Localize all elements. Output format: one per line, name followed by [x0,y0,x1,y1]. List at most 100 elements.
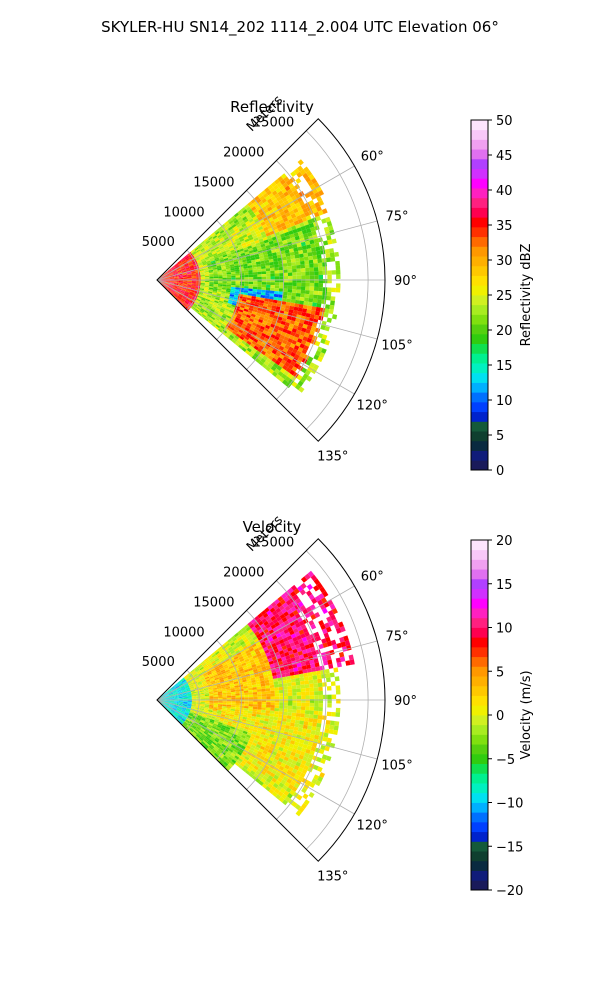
reflectivity-cell [227,226,233,231]
velocity-cell [209,694,214,696]
reflectivity-cell [269,243,275,248]
reflectivity-cell [286,259,292,264]
velocity-cell [326,677,331,683]
velocity-cell [181,678,186,683]
velocity-cell [272,635,278,640]
reflectivity-cell [228,311,233,316]
reflectivity-cell [215,317,220,322]
velocity-cell [172,706,178,709]
reflectivity-cell [217,268,222,271]
velocity-cell [228,640,234,645]
velocity-cell [246,642,252,648]
velocity-cell [183,700,188,702]
reflectivity-cell [195,248,200,252]
velocity-cell [188,682,193,686]
velocity-cell [218,721,223,725]
velocity-cell [312,764,319,771]
reflectivity-cell [230,221,236,227]
reflectivity-colorbar-swatch [471,450,488,461]
reflectivity-cell [295,296,301,301]
reflectivity-cell [192,251,197,256]
reflectivity-cell [248,250,254,254]
reflectivity-cell [214,309,220,313]
reflectivity-cell [313,294,318,300]
reflectivity-cell [280,359,287,365]
velocity-cell [167,689,172,693]
velocity-cell [248,687,253,691]
reflectivity-cell [294,303,300,308]
reflectivity-cell [168,285,173,289]
velocity-cell [261,653,267,659]
velocity-cell [216,735,221,740]
reflectivity-cell [193,294,198,297]
reflectivity-cell [216,304,222,309]
velocity-cell [338,621,344,628]
reflectivity-cell [264,229,270,234]
reflectivity-cell [274,264,279,268]
velocity-cell [315,666,321,672]
velocity-cell [267,657,273,663]
velocity-colorbar-swatch [471,792,488,803]
reflectivity-cell [299,319,305,324]
velocity-cell [235,689,240,692]
reflectivity-cell [248,236,254,241]
velocity-cell [201,741,206,746]
reflectivity-cell [252,234,258,240]
velocity-cell [299,716,305,722]
velocity-cell [272,782,279,789]
reflectivity-cell [257,276,262,280]
reflectivity-cell [309,286,315,291]
reflectivity-cell [236,253,242,258]
reflectivity-cell [205,240,211,245]
velocity-cell [208,710,213,713]
velocity-cell [222,696,227,698]
reflectivity-cell [268,298,274,303]
velocity-cell [229,712,235,716]
velocity-cell [278,757,284,763]
reflectivity-cell [190,267,195,270]
reflectivity-cell [293,306,299,312]
velocity-cell [207,733,212,738]
velocity-cell [242,679,247,683]
reflectivity-panel: Reflectivity50001000015000200002500060°7… [142,93,534,479]
reflectivity-cell [321,299,327,305]
velocity-cell [193,682,198,686]
velocity-cell [206,735,211,739]
velocity-cell [174,712,179,716]
reflectivity-cell [293,345,300,351]
reflectivity-cell [226,272,232,275]
velocity-cell [303,640,309,646]
reflectivity-cell [195,288,200,291]
reflectivity-cell [226,284,232,287]
reflectivity-cell [231,253,237,257]
reflectivity-cell [270,181,277,188]
reflectivity-cell [255,299,260,303]
velocity-cell [226,708,231,711]
reflectivity-cell [182,285,188,287]
velocity-cell [339,636,345,643]
velocity-cell [266,702,271,705]
velocity-cell [242,653,248,659]
velocity-cell [321,673,327,679]
velocity-cell [336,642,342,649]
reflectivity-cell [241,242,247,247]
velocity-cell [185,726,190,731]
reflectivity-cell [224,295,230,298]
velocity-cell [236,733,242,737]
reflectivity-cell [267,250,272,255]
velocity-cell [296,625,303,632]
reflectivity-cell [262,236,268,241]
reflectivity-cell [202,293,208,297]
velocity-cell [277,680,283,685]
reflectivity-azimuth-tick-label: 60° [361,150,384,165]
velocity-cell [236,673,242,678]
reflectivity-cell [216,293,222,296]
reflectivity-cell [229,264,235,267]
reflectivity-cell [285,318,291,324]
velocity-cell [212,712,217,715]
reflectivity-cell [160,282,165,286]
velocity-cell [299,677,305,682]
velocity-cell [231,673,237,677]
reflectivity-cell [274,290,279,295]
reflectivity-cell [295,202,301,208]
